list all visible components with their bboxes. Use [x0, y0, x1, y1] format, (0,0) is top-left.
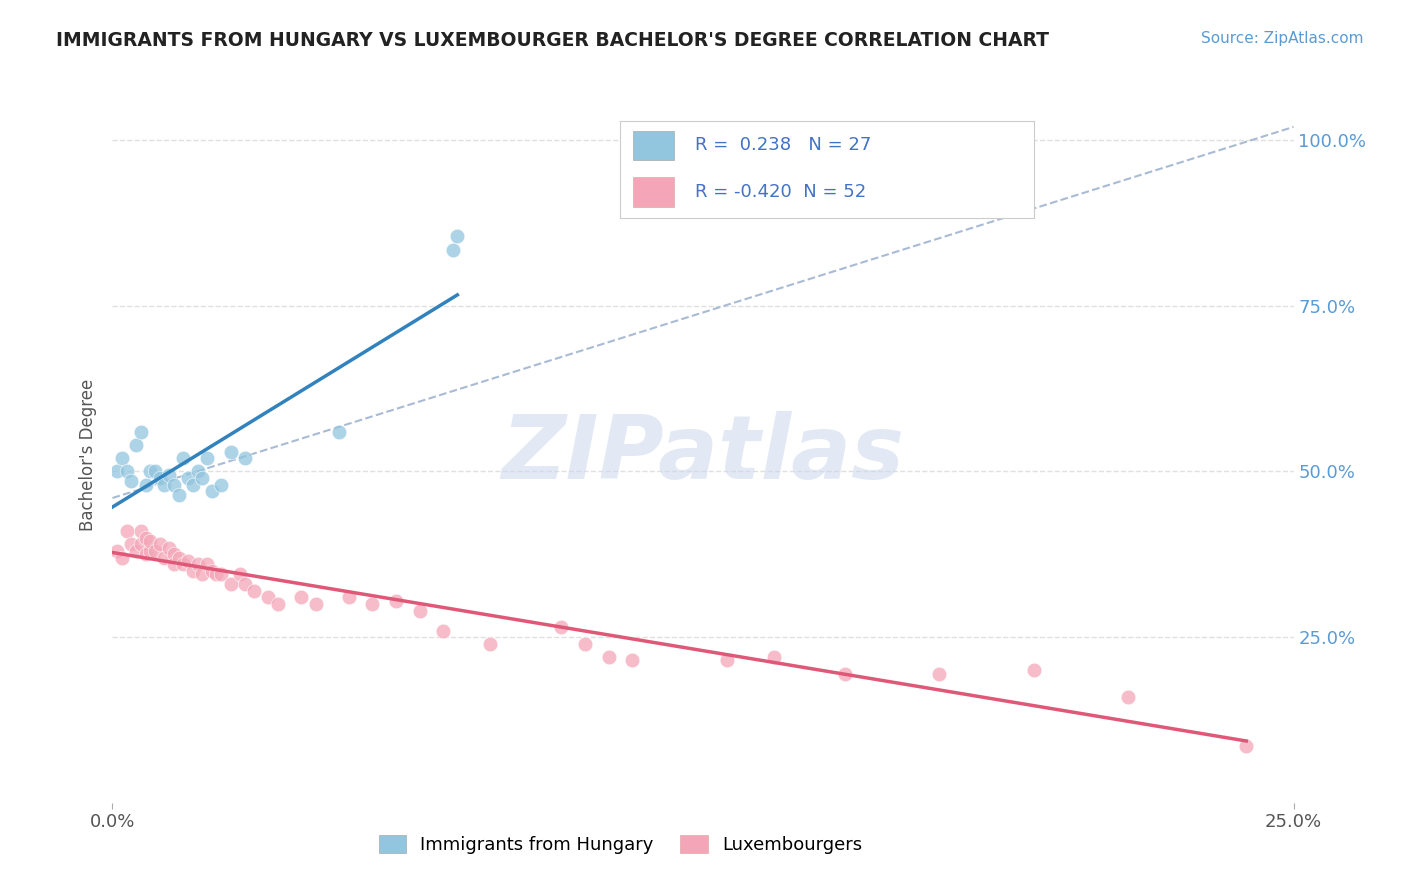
Text: Source: ZipAtlas.com: Source: ZipAtlas.com: [1201, 31, 1364, 46]
Point: [120, 475, 142, 489]
FancyBboxPatch shape: [633, 131, 673, 160]
Point: [115, 524, 138, 538]
Point: [163, 558, 186, 572]
Point: [186, 558, 208, 572]
Point: [163, 547, 186, 561]
Point: [205, 567, 228, 582]
Point: [186, 465, 208, 479]
Point: [1116, 690, 1139, 704]
Point: [243, 583, 266, 598]
Y-axis label: Bachelor's Degree: Bachelor's Degree: [79, 379, 97, 531]
Point: [337, 591, 360, 605]
Point: [550, 620, 572, 634]
Point: [163, 477, 186, 491]
Point: [157, 541, 180, 555]
Point: [762, 650, 785, 665]
Point: [1022, 663, 1045, 677]
Point: [153, 477, 176, 491]
Point: [105, 544, 128, 558]
Point: [167, 550, 190, 565]
Point: [928, 666, 950, 681]
Point: [172, 451, 194, 466]
Point: [139, 465, 162, 479]
Point: [143, 544, 166, 558]
Point: [195, 558, 218, 572]
Point: [139, 534, 162, 549]
Point: [257, 591, 280, 605]
Point: [129, 425, 152, 439]
Point: [328, 425, 350, 439]
Point: [153, 550, 176, 565]
Text: ZIPatlas: ZIPatlas: [502, 411, 904, 499]
Point: [621, 653, 644, 667]
Point: [446, 229, 468, 244]
Point: [167, 488, 190, 502]
Point: [181, 564, 204, 578]
Point: [115, 465, 138, 479]
Point: [135, 547, 157, 561]
Point: [441, 243, 464, 257]
Point: [129, 537, 152, 551]
Point: [598, 650, 620, 665]
Point: [304, 597, 326, 611]
Point: [233, 451, 256, 466]
Point: [120, 537, 142, 551]
FancyBboxPatch shape: [633, 178, 673, 207]
Point: [201, 564, 224, 578]
Text: R =  0.238   N = 27: R = 0.238 N = 27: [695, 136, 872, 154]
Point: [229, 567, 252, 582]
Point: [111, 451, 134, 466]
Point: [1234, 739, 1257, 754]
Point: [195, 451, 218, 466]
Point: [432, 624, 454, 638]
Point: [125, 438, 148, 452]
Point: [135, 477, 157, 491]
Point: [177, 471, 200, 485]
Point: [191, 567, 214, 582]
Point: [139, 544, 162, 558]
Point: [157, 467, 180, 482]
Point: [172, 558, 194, 572]
Point: [290, 591, 312, 605]
Point: [408, 604, 430, 618]
Text: IMMIGRANTS FROM HUNGARY VS LUXEMBOURGER BACHELOR'S DEGREE CORRELATION CHART: IMMIGRANTS FROM HUNGARY VS LUXEMBOURGER …: [56, 31, 1049, 50]
Point: [143, 465, 166, 479]
Point: [149, 471, 172, 485]
Point: [191, 471, 214, 485]
Point: [716, 653, 738, 667]
Point: [834, 666, 856, 681]
Point: [385, 593, 408, 607]
Point: [125, 544, 148, 558]
Point: [574, 637, 596, 651]
Point: [105, 465, 128, 479]
Text: R = -0.420  N = 52: R = -0.420 N = 52: [695, 183, 866, 201]
Point: [267, 597, 290, 611]
Point: [135, 531, 157, 545]
Point: [181, 477, 204, 491]
Point: [177, 554, 200, 568]
Point: [209, 477, 232, 491]
Point: [149, 537, 172, 551]
Point: [219, 444, 242, 458]
Legend: Immigrants from Hungary, Luxembourgers: Immigrants from Hungary, Luxembourgers: [370, 826, 872, 863]
Point: [129, 524, 152, 538]
Point: [201, 484, 224, 499]
Point: [233, 577, 256, 591]
Point: [111, 550, 134, 565]
Point: [219, 577, 242, 591]
Point: [361, 597, 384, 611]
Point: [209, 567, 232, 582]
Point: [479, 637, 502, 651]
